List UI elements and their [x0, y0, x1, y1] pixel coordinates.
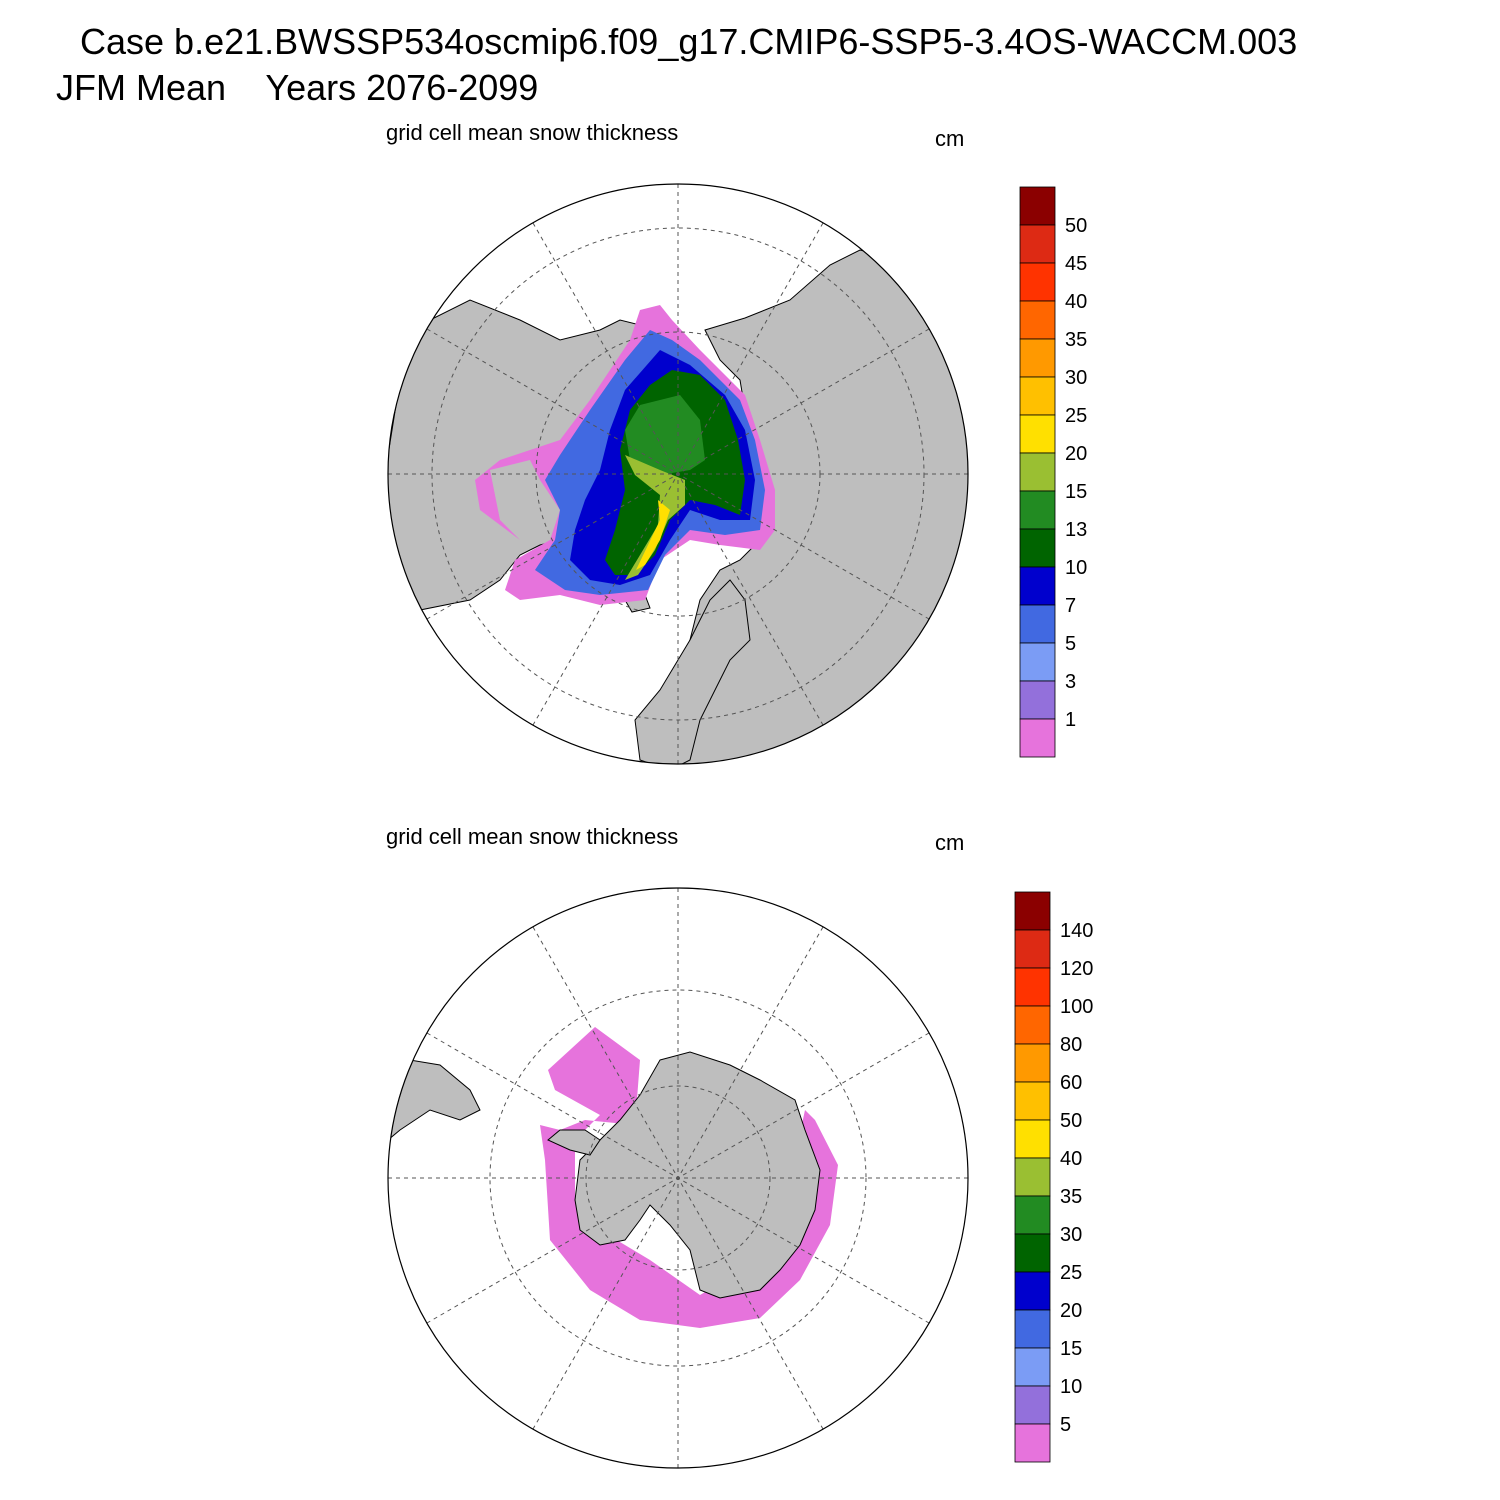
south-colorbar-box	[1014, 1043, 1051, 1083]
south-colorbar-label: 50	[1060, 1110, 1082, 1132]
south-colorbar-box	[1014, 1309, 1051, 1349]
north-colorbar-label: 50	[1065, 215, 1087, 237]
north-map-border	[387, 183, 969, 765]
south-panel-units: cm	[935, 830, 965, 855]
north-colorbar-box	[1019, 300, 1056, 340]
south-colorbar-label: 40	[1060, 1148, 1082, 1170]
north-colorbar-box	[1019, 490, 1056, 530]
north-colorbar-label: 25	[1065, 405, 1087, 427]
north-panel-title: grid cell mean snow thickness	[386, 120, 679, 145]
north-colorbar-box	[1019, 566, 1056, 606]
south-colorbar-box	[1014, 967, 1051, 1007]
south-colorbar-box	[1014, 1081, 1051, 1121]
north-snow-20cm	[625, 455, 685, 580]
south-colorbar-box	[1014, 891, 1051, 931]
south-colorbar-label: 30	[1060, 1224, 1082, 1246]
south-land-south-america	[388, 1059, 481, 1142]
north-colorbar-box	[1019, 414, 1056, 454]
north-land-europe	[634, 579, 751, 764]
south-colorbar-box	[1014, 1385, 1051, 1425]
north-polar-map	[387, 183, 969, 765]
south-colorbar-box	[1014, 1271, 1051, 1311]
north-colorbar-box	[1019, 262, 1056, 302]
south-colorbar-box	[1014, 1119, 1051, 1159]
north-colorbar-box	[1019, 528, 1056, 568]
north-colorbar-box	[1019, 186, 1056, 226]
north-colorbar-label: 7	[1065, 595, 1076, 617]
north-colorbar-box	[1019, 642, 1056, 682]
north-colorbar-label: 15	[1065, 481, 1087, 503]
north-panel-units: cm	[935, 126, 965, 151]
north-colorbar-box	[1019, 338, 1056, 378]
south-colorbar-label: 20	[1060, 1300, 1082, 1322]
north-colorbar-box	[1019, 224, 1056, 264]
north-colorbar-label: 10	[1065, 557, 1087, 579]
south-colorbar-box	[1014, 1157, 1051, 1197]
south-colorbar-label: 100	[1060, 996, 1093, 1018]
south-colorbar-label: 60	[1060, 1072, 1082, 1094]
north-colorbar-label: 3	[1065, 671, 1076, 693]
south-colorbar-box	[1014, 929, 1051, 969]
south-colorbar-label: 120	[1060, 958, 1093, 980]
south-colorbar-box	[1014, 1233, 1051, 1273]
north-colorbar-label: 35	[1065, 329, 1087, 351]
case-title: Case b.e21.BWSSP534oscmip6.f09_g17.CMIP6…	[80, 21, 1298, 62]
north-colorbar-label: 20	[1065, 443, 1087, 465]
south-graticule	[388, 888, 968, 1468]
south-polar-map	[387, 887, 969, 1469]
south-colorbar-label: 15	[1060, 1338, 1082, 1360]
north-colorbar-label: 1	[1065, 709, 1076, 731]
south-land-antarctica	[574, 1051, 821, 1299]
south-colorbar-box	[1014, 1005, 1051, 1045]
north-graticule	[388, 184, 968, 764]
south-colorbar-label: 35	[1060, 1186, 1082, 1208]
north-colorbar-box	[1019, 376, 1056, 416]
south-colorbar-label: 10	[1060, 1376, 1082, 1398]
north-colorbar-box	[1019, 604, 1056, 644]
south-map-border	[387, 887, 969, 1469]
south-land-antarctic-peninsula	[547, 1129, 601, 1156]
south-colorbar-label: 80	[1060, 1034, 1082, 1056]
north-colorbar-label: 40	[1065, 291, 1087, 313]
north-colorbar-box	[1019, 680, 1056, 720]
north-colorbar-box	[1019, 452, 1056, 492]
south-colorbar-box	[1014, 1423, 1051, 1463]
south-colorbar-label: 5	[1060, 1414, 1071, 1436]
south-colorbar-box	[1014, 1347, 1051, 1387]
south-colorbar-label: 25	[1060, 1262, 1082, 1284]
north-colorbar-label: 13	[1065, 519, 1087, 541]
north-colorbar-box	[1019, 718, 1056, 758]
north-colorbar-label: 30	[1065, 367, 1087, 389]
season-years-title: JFM Mean Years 2076-2099	[56, 67, 539, 108]
north-snow-25cm	[636, 500, 670, 570]
south-colorbar-label: 140	[1060, 920, 1093, 942]
north-snow-field	[475, 305, 775, 605]
north-colorbar-label: 5	[1065, 633, 1076, 655]
south-colorbar: 5 10 15 20 25 30 35 40 50 60 80 100 120 140	[1014, 891, 1093, 1463]
south-panel-title: grid cell mean snow thickness	[386, 824, 679, 849]
north-colorbar-label: 45	[1065, 253, 1087, 275]
south-colorbar-box	[1014, 1195, 1051, 1235]
